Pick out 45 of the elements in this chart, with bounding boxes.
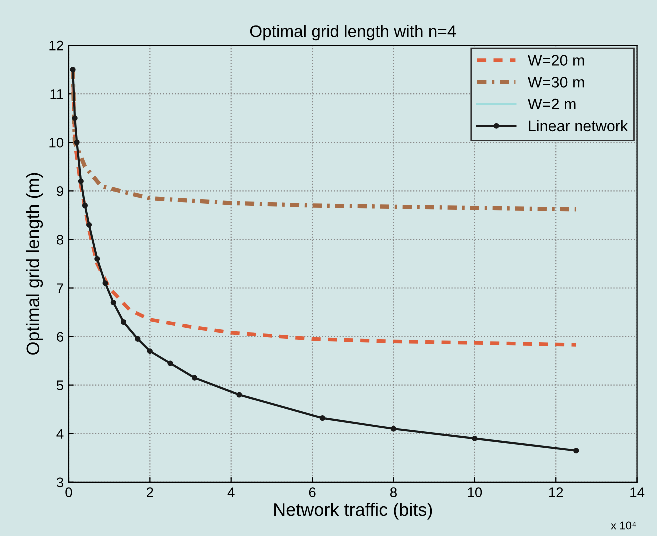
legend-label: Linear network bbox=[529, 120, 628, 132]
y-tick-label: 12 bbox=[50, 40, 64, 51]
point bbox=[82, 202, 88, 209]
point bbox=[320, 416, 326, 422]
y-tick-label: 4 bbox=[56, 429, 64, 439]
point bbox=[78, 178, 84, 184]
y-tick-label: 9 bbox=[57, 186, 64, 196]
y-tick-label: 11 bbox=[50, 90, 64, 100]
x-axis-title: Network traffic (bits) bbox=[274, 502, 432, 520]
point bbox=[147, 348, 153, 354]
y-tick-label: 5 bbox=[56, 380, 64, 390]
point bbox=[192, 375, 198, 381]
x-tick-label: 4 bbox=[228, 488, 235, 498]
legend-label: W=30 m bbox=[528, 77, 584, 88]
legend-label: W=20 m bbox=[528, 55, 584, 66]
point bbox=[472, 436, 478, 442]
legend-label: W=2 m bbox=[528, 98, 576, 110]
point bbox=[390, 426, 397, 432]
point bbox=[236, 392, 242, 398]
y-tick-label: 10 bbox=[50, 138, 64, 148]
y-tick-label: 3 bbox=[56, 478, 64, 488]
point bbox=[70, 67, 76, 73]
point bbox=[102, 280, 108, 286]
point bbox=[110, 300, 116, 306]
y-axis-title: Optimal grid length (m) bbox=[26, 173, 44, 355]
point bbox=[121, 319, 127, 326]
x-tick-label: 6 bbox=[309, 488, 316, 498]
point bbox=[72, 116, 78, 122]
y-tick-label: 7 bbox=[57, 284, 64, 294]
y-tick-label: 8 bbox=[57, 235, 64, 245]
point bbox=[74, 140, 80, 146]
point bbox=[94, 256, 100, 262]
point bbox=[168, 360, 174, 366]
x-tick-label: 8 bbox=[390, 488, 397, 498]
point bbox=[574, 448, 580, 454]
x-tick-label: 0 bbox=[66, 488, 72, 498]
x-tick-label: 14 bbox=[630, 488, 645, 498]
x-tick-label: 2 bbox=[147, 488, 154, 498]
x-tick-label: 12 bbox=[549, 488, 564, 498]
y-tick-label: 6 bbox=[57, 332, 64, 342]
point bbox=[86, 222, 92, 228]
point bbox=[135, 336, 141, 342]
text: x 10⁴ bbox=[611, 522, 636, 530]
x-tick-label: 10 bbox=[468, 488, 482, 498]
chart-title: Optimal grid length with n=4 bbox=[250, 25, 456, 41]
